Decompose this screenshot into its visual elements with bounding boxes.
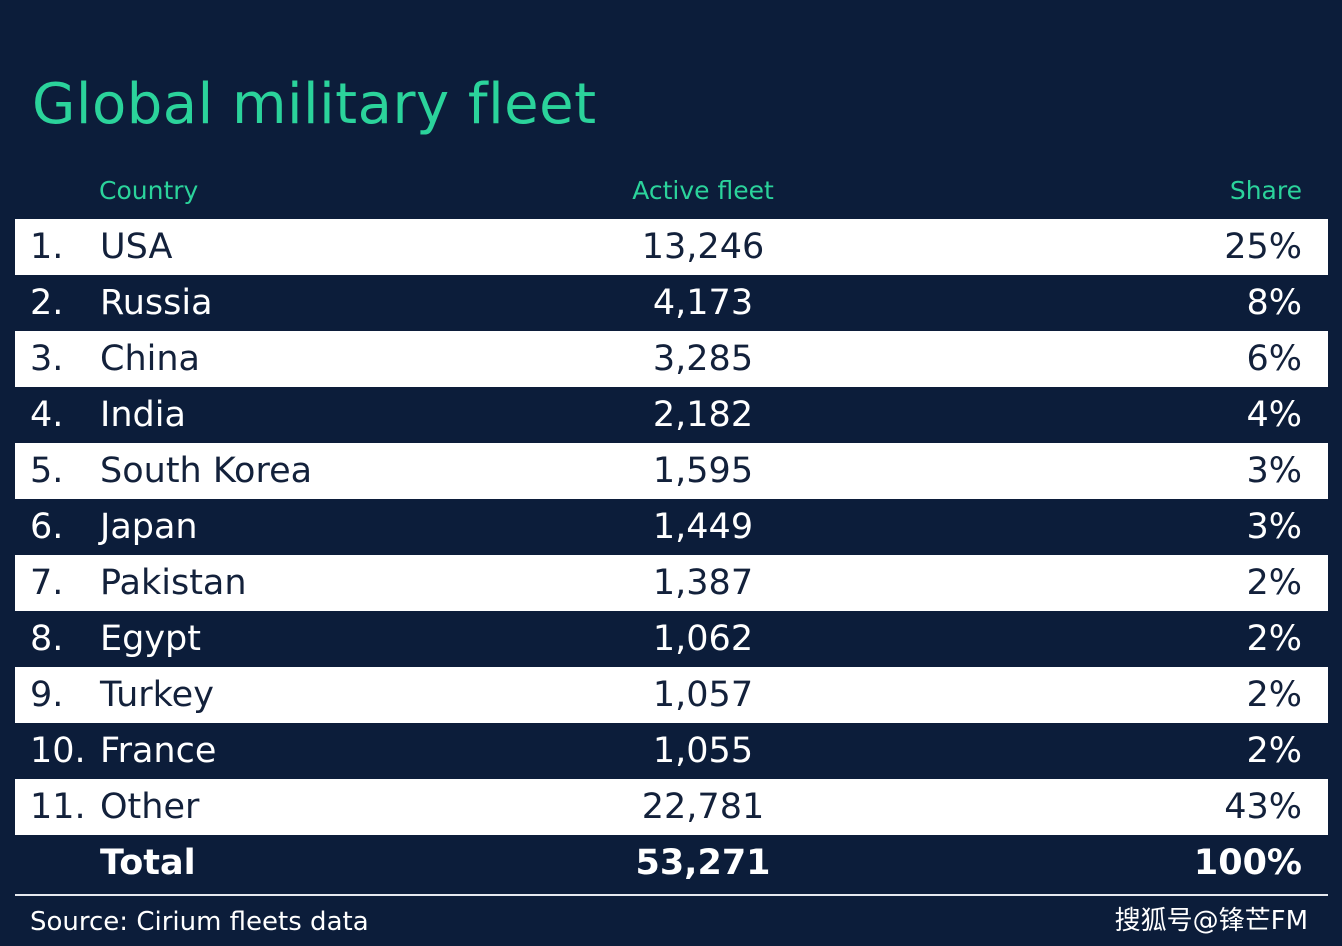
column-header-share: Share bbox=[1229, 176, 1302, 205]
chart-title: Global military fleet bbox=[32, 72, 597, 137]
row-active-fleet: 22,781 bbox=[641, 787, 765, 827]
row-country: Russia bbox=[100, 283, 213, 323]
row-rank: 7. bbox=[30, 563, 64, 603]
row-country: Japan bbox=[100, 507, 198, 547]
row-share: 43% bbox=[1224, 787, 1302, 827]
row-share: 6% bbox=[1246, 339, 1302, 379]
column-header-country: Country bbox=[99, 176, 199, 205]
row-rank: 11. bbox=[30, 787, 86, 827]
table-row: 8. Egypt 1,062 2% bbox=[15, 611, 1328, 667]
row-share: 8% bbox=[1246, 283, 1302, 323]
table-row: 7. Pakistan 1,387 2% bbox=[15, 555, 1328, 611]
row-share: 2% bbox=[1246, 731, 1302, 771]
table-row: 3. China 3,285 6% bbox=[15, 331, 1328, 387]
row-rank: 3. bbox=[30, 339, 64, 379]
row-rank: 2. bbox=[30, 283, 64, 323]
total-label: Total bbox=[100, 843, 196, 883]
row-rank: 10. bbox=[30, 731, 86, 771]
row-rank: 8. bbox=[30, 619, 64, 659]
row-country: Turkey bbox=[100, 675, 214, 715]
row-active-fleet: 1,387 bbox=[652, 563, 754, 603]
row-active-fleet: 1,062 bbox=[652, 619, 754, 659]
total-fleet: 53,271 bbox=[635, 843, 771, 883]
row-country: USA bbox=[100, 227, 173, 267]
row-active-fleet: 4,173 bbox=[652, 283, 754, 323]
row-active-fleet: 1,055 bbox=[652, 731, 754, 771]
row-rank: 5. bbox=[30, 451, 64, 491]
row-country: Pakistan bbox=[100, 563, 247, 603]
table-row: 9. Turkey 1,057 2% bbox=[15, 667, 1328, 723]
row-rank: 6. bbox=[30, 507, 64, 547]
table-row: 1. USA 13,246 25% bbox=[15, 219, 1328, 275]
row-active-fleet: 1,449 bbox=[652, 507, 754, 547]
row-share: 4% bbox=[1246, 395, 1302, 435]
row-country: Egypt bbox=[100, 619, 201, 659]
table-row: 10. France 1,055 2% bbox=[15, 723, 1328, 779]
row-active-fleet: 3,285 bbox=[652, 339, 754, 379]
row-rank: 9. bbox=[30, 675, 64, 715]
row-active-fleet: 1,057 bbox=[652, 675, 754, 715]
row-share: 25% bbox=[1224, 227, 1302, 267]
watermark: 搜狐号@锋芒FM bbox=[1114, 906, 1308, 936]
total-share: 100% bbox=[1193, 843, 1302, 883]
row-country: India bbox=[100, 395, 186, 435]
row-rank: 1. bbox=[30, 227, 64, 267]
table-row: 5. South Korea 1,595 3% bbox=[15, 443, 1328, 499]
row-share: 3% bbox=[1246, 507, 1302, 547]
row-country: South Korea bbox=[100, 451, 313, 491]
table-row: 11. Other 22,781 43% bbox=[15, 779, 1328, 835]
fleet-table: 1. USA 13,246 25% 2. Russia 4,173 8% 3. China 3,28… bbox=[15, 219, 1328, 891]
table-row: 2. Russia 4,173 8% bbox=[15, 275, 1328, 331]
total-row: Total 53,271 100% bbox=[15, 835, 1328, 891]
row-rank: 4. bbox=[30, 395, 64, 435]
row-country: France bbox=[100, 731, 217, 771]
row-active-fleet: 13,246 bbox=[641, 227, 765, 267]
source-note: Source: Cirium fleets data bbox=[30, 907, 369, 937]
row-country: Other bbox=[100, 787, 200, 827]
table-row: 4. India 2,182 4% bbox=[15, 387, 1328, 443]
row-share: 3% bbox=[1246, 451, 1302, 491]
column-header-active-fleet: Active fleet bbox=[632, 176, 774, 205]
row-active-fleet: 2,182 bbox=[652, 395, 754, 435]
row-share: 2% bbox=[1246, 563, 1302, 603]
row-share: 2% bbox=[1246, 675, 1302, 715]
divider bbox=[15, 894, 1328, 896]
row-active-fleet: 1,595 bbox=[652, 451, 754, 491]
row-share: 2% bbox=[1246, 619, 1302, 659]
table-row: 6. Japan 1,449 3% bbox=[15, 499, 1328, 555]
row-country: China bbox=[100, 339, 200, 379]
